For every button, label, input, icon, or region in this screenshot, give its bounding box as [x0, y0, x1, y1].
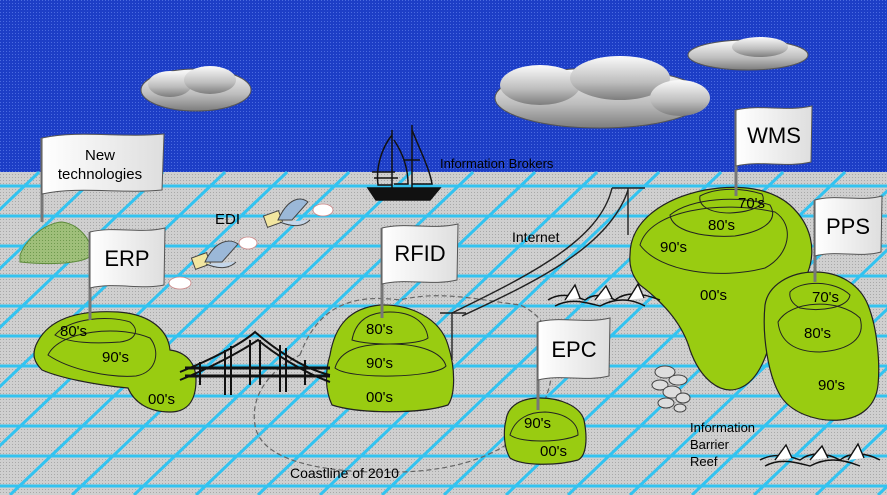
cloud-left — [140, 66, 252, 112]
wms-70s: 70's — [738, 195, 765, 212]
flag-text-wms: WMS — [747, 123, 801, 148]
erp-90s: 90's — [102, 349, 129, 366]
erp-80s: 80's — [60, 323, 87, 340]
flag-text-erp: ERP — [104, 246, 149, 271]
flag-text-epc: EPC — [551, 337, 596, 362]
grid-diagonal — [70, 170, 413, 495]
bridge — [179, 330, 331, 395]
pps-90s: 90's — [818, 377, 845, 394]
flag-new-technologies: New technologies — [40, 133, 165, 222]
sharks-icon-2 — [759, 442, 881, 467]
grid-diagonal — [318, 170, 661, 495]
flag-wms: WMS — [734, 105, 813, 196]
flag-pps: PPS — [813, 195, 883, 282]
epc-00s: 00's — [540, 443, 567, 460]
distant-island — [19, 221, 93, 264]
wms-80s: 80's — [708, 217, 735, 234]
label-coastline: Coastline of 2010 — [290, 465, 399, 481]
wms-00s: 00's — [700, 287, 727, 304]
flag-epc: EPC — [536, 317, 611, 410]
sailboat-icon — [366, 125, 442, 201]
flag-rfid: RFID — [380, 223, 459, 318]
label-reef-3: Reef — [690, 454, 718, 469]
flag-erp: ERP — [88, 227, 166, 320]
grid-diagonal — [0, 170, 103, 271]
grid-diagonal — [0, 170, 165, 330]
flag-text-new: New — [85, 147, 115, 164]
epc-90s: 90's — [524, 415, 551, 432]
label-reef-1: Information — [690, 420, 755, 435]
label-internet: Internet — [512, 229, 560, 245]
flag-text-pps: PPS — [826, 214, 870, 239]
pps-70s: 70's — [812, 289, 839, 306]
rfid-80s: 80's — [366, 321, 393, 338]
edi-envelope-birds — [168, 198, 334, 290]
erp-island — [33, 311, 197, 413]
label-reef-2: Barrier — [690, 437, 730, 452]
cloud-right — [494, 56, 710, 129]
rfid-90s: 90's — [366, 355, 393, 372]
cloud-small — [687, 37, 809, 71]
pps-80s: 80's — [804, 325, 831, 342]
reef-rocks — [651, 365, 691, 413]
grid-diagonal — [752, 366, 887, 495]
sharks-icon — [547, 282, 661, 307]
internet-cable — [440, 187, 645, 360]
wms-90s: 90's — [660, 239, 687, 256]
flag-text-technologies: technologies — [58, 166, 142, 183]
erp-00s: 00's — [148, 391, 175, 408]
label-edi: EDI — [215, 211, 240, 228]
grid-diagonal — [814, 425, 887, 495]
rfid-island — [325, 304, 455, 413]
label-information-brokers: Information Brokers — [440, 156, 554, 171]
rfid-00s: 00's — [366, 389, 393, 406]
flag-text-rfid: RFID — [394, 241, 445, 266]
